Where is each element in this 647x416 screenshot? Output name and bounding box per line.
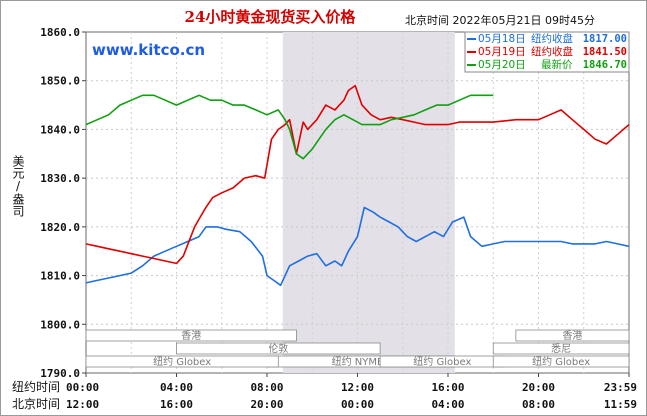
y-tick-label: 1830.0 (40, 172, 80, 185)
x-row-label-bj: 北京时间 (12, 397, 60, 411)
session-label: 纽约 Globex (413, 355, 471, 368)
site-watermark: www.kitco.cn (92, 41, 205, 59)
x-row-label-ny: 纽约时间 (12, 379, 60, 394)
x-tick-label-bj: 12:00 (66, 398, 99, 411)
x-tick-label-bj: 11:59 (604, 398, 637, 411)
session-bar (85, 355, 279, 368)
session-label: 纽约 Globex (532, 355, 590, 368)
x-ticks: 00:00 12:00 04:00 16:00 08:00 20:00 12:00 00:00… (66, 373, 637, 411)
legend-label-0: 纽约收盘 (531, 32, 573, 45)
y-tick-label: 1850.0 (40, 75, 80, 88)
legend-date-0: 05月18日 (478, 33, 526, 45)
legend-date-2: 05月20日 (478, 59, 526, 71)
session-label: 伦敦 (268, 342, 288, 355)
session-bar (85, 329, 297, 342)
legend-date-1: 05月19日 (478, 46, 526, 58)
legend-value-0: 1817.00 (583, 33, 627, 45)
timestamp: 北京时间 2022年05月21日 09时45分 (405, 13, 595, 27)
legend-value-2: 1846.70 (583, 59, 627, 71)
session-label: 纽约 Globex (153, 355, 211, 368)
session-label: 纽约 NYMEX (332, 355, 391, 368)
y-tick-label: 1860.0 (40, 26, 80, 39)
grid (86, 32, 629, 373)
series-line-2 (85, 94, 494, 160)
legend-label-1: 纽约收盘 (531, 45, 573, 58)
x-tick-label-ny: 23:59 (604, 381, 637, 394)
y-tick-label: 1840.0 (40, 123, 80, 136)
x-tick-label-bj: 00:00 (341, 398, 374, 411)
x-tick-label-ny: 20:00 (522, 381, 555, 394)
session-label: 悉尼 (551, 343, 571, 355)
y-tick-label: 1820.0 (40, 221, 80, 234)
session-bar (176, 342, 381, 355)
session-label: 香港 (562, 330, 582, 342)
y-axis-title: 美元/盎司 (11, 155, 25, 217)
y-tick-label: 1800.0 (40, 318, 80, 331)
series-line-1 (85, 84, 630, 265)
legend-box (464, 31, 630, 73)
legend-label-2: 最新价 (541, 58, 573, 71)
x-tick-label-ny: 04:00 (160, 381, 193, 394)
x-tick-label-ny: 00:00 (66, 381, 99, 394)
x-tick-label-bj: 04:00 (431, 398, 464, 411)
session-bar (492, 342, 630, 355)
session-label: 香港 (181, 330, 201, 342)
nymex-shaded-region (282, 32, 455, 373)
session-bar (492, 355, 630, 368)
x-tick-label-ny: 12:00 (341, 381, 374, 394)
x-tick-label-bj: 08:00 (522, 398, 555, 411)
x-tick-label-bj: 20:00 (250, 398, 283, 411)
legend: 05月18日 纽约收盘 1817.00 05月19日 纽约收盘 1841.50 … (464, 31, 630, 73)
x-tick-label-ny: 08:00 (250, 381, 283, 394)
y-tick-label: 1790.0 (40, 367, 80, 380)
x-tick-label-bj: 16:00 (160, 398, 193, 411)
legend-value-1: 1841.50 (583, 46, 627, 58)
x-tick-label-ny: 16:00 (431, 381, 464, 394)
series-line-0 (85, 206, 630, 287)
y-ticks: 1860.0 1850.0 1840.0 1830.0 1820.0 1810.0 1800… (40, 26, 86, 380)
price-series (85, 84, 630, 287)
session-bar (515, 329, 630, 342)
y-tick-label: 1810.0 (40, 270, 80, 283)
chart-title: 24小时黄金现货买入价格 (185, 8, 357, 26)
